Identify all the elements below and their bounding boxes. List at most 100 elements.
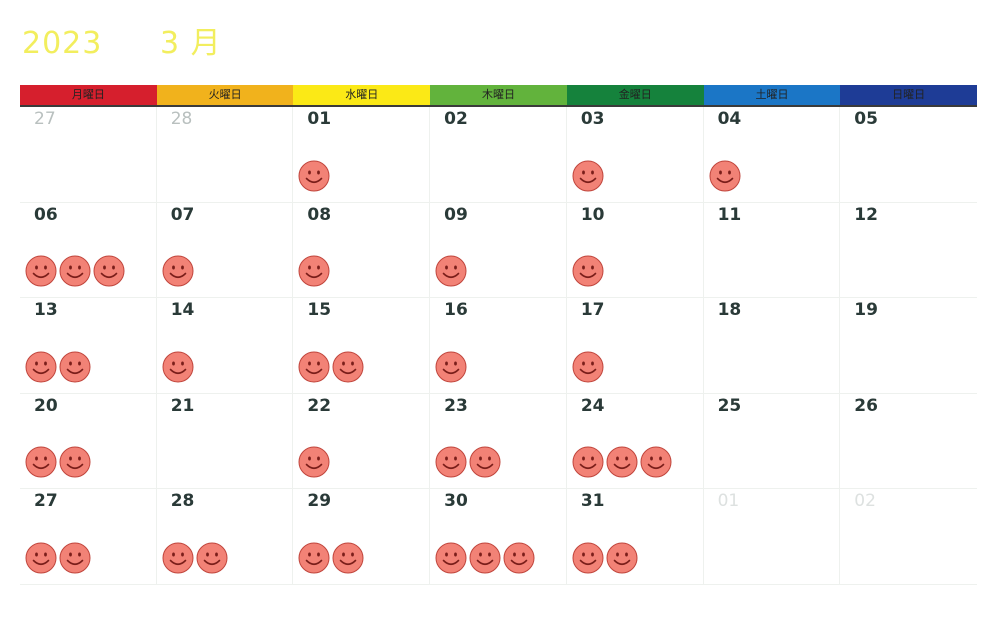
day-cell[interactable]: 10 — [566, 202, 704, 299]
day-cell[interactable]: 24 — [566, 393, 704, 490]
smiley-face-icon — [298, 255, 330, 287]
sticker-group — [25, 351, 91, 383]
smiley-face-icon — [709, 160, 741, 192]
day-number: 02 — [854, 491, 876, 512]
day-number: 26 — [854, 395, 878, 416]
day-cell[interactable]: 02 — [430, 107, 567, 203]
day-number: 19 — [854, 300, 878, 321]
sticker-group — [298, 255, 330, 287]
day-number: 04 — [717, 109, 742, 129]
day-cell[interactable]: 09 — [430, 202, 567, 299]
smiley-face-icon — [59, 446, 91, 478]
smiley-face-icon — [25, 542, 57, 574]
day-cell[interactable]: 23 — [430, 393, 567, 490]
smiley-face-icon — [162, 351, 194, 383]
weekday-label: 木曜日 — [430, 85, 567, 105]
day-cell[interactable]: 06 — [20, 202, 157, 299]
sticker-group — [25, 446, 91, 478]
day-number: 15 — [307, 300, 332, 321]
smiley-face-icon — [298, 542, 330, 574]
day-cell[interactable]: 30 — [430, 489, 567, 585]
smiley-face-icon — [332, 542, 364, 574]
day-cell[interactable]: 02 — [840, 489, 977, 585]
day-cell[interactable]: 26 — [840, 394, 977, 490]
day-number: 07 — [170, 204, 195, 225]
day-cell[interactable]: 16 — [430, 298, 567, 394]
day-cell[interactable]: 19 — [840, 298, 977, 394]
weekday-header: 月曜日 火曜日 水曜日 木曜日 金曜日 土曜日 日曜日 — [20, 85, 978, 107]
day-number: 09 — [444, 204, 468, 225]
sticker-group — [298, 542, 364, 574]
day-number: 31 — [580, 491, 605, 512]
smiley-face-icon — [572, 446, 604, 478]
day-number: 11 — [717, 204, 742, 225]
day-cell[interactable]: 01 — [703, 489, 841, 585]
day-cell[interactable]: 20 — [20, 393, 157, 490]
day-cell[interactable]: 28 — [156, 489, 294, 585]
year-label: 2023 — [22, 26, 103, 61]
sticker-group — [298, 351, 364, 383]
smiley-face-icon — [25, 446, 57, 478]
day-cell[interactable]: 31 — [566, 489, 704, 585]
smiley-face-icon — [25, 255, 57, 287]
smiley-face-icon — [59, 351, 91, 383]
smiley-face-icon — [162, 542, 194, 574]
day-cell[interactable]: 03 — [566, 107, 704, 203]
day-cell[interactable]: 05 — [840, 107, 977, 203]
day-cell[interactable]: 13 — [20, 298, 157, 394]
day-number: 24 — [580, 395, 605, 416]
day-cell[interactable]: 08 — [293, 202, 431, 299]
day-cell[interactable]: 28 — [156, 107, 294, 203]
day-cell[interactable]: 17 — [566, 298, 704, 394]
day-number: 01 — [307, 109, 332, 129]
day-number: 05 — [854, 109, 878, 129]
day-cell[interactable]: 27 — [20, 489, 157, 585]
day-number: 27 — [34, 491, 58, 512]
weekday-label: 月曜日 — [20, 85, 157, 105]
day-cell[interactable]: 15 — [293, 298, 431, 394]
smiley-face-icon — [59, 255, 91, 287]
day-number: 12 — [854, 204, 878, 225]
day-number: 30 — [444, 491, 468, 512]
day-cell[interactable]: 14 — [156, 298, 294, 394]
day-cell[interactable]: 27 — [20, 107, 157, 203]
smiley-face-icon — [162, 255, 194, 287]
smiley-face-icon — [25, 351, 57, 383]
day-number: 01 — [717, 491, 740, 512]
day-cell[interactable]: 29 — [293, 489, 431, 585]
day-cell[interactable]: 01 — [293, 107, 431, 203]
day-cell[interactable]: 22 — [293, 393, 431, 490]
day-cell[interactable]: 12 — [840, 203, 977, 299]
day-cell[interactable]: 11 — [703, 202, 841, 299]
day-number: 28 — [170, 491, 195, 512]
sticker-group — [572, 542, 638, 574]
smiley-face-icon — [606, 542, 638, 574]
day-cell[interactable]: 04 — [703, 107, 841, 203]
day-cell[interactable]: 07 — [156, 202, 294, 299]
calendar-grid: 27 28 01 02 03 04 05 06 07 08 09 10 11 12 13 14 15 16 17 18… — [20, 107, 977, 585]
day-number: 18 — [717, 300, 742, 321]
day-number: 28 — [170, 109, 193, 129]
day-cell[interactable]: 21 — [156, 393, 294, 490]
smiley-face-icon — [298, 351, 330, 383]
sticker-group — [435, 255, 467, 287]
day-number: 20 — [34, 395, 58, 416]
sticker-group — [162, 255, 194, 287]
day-number: 21 — [170, 395, 195, 416]
smiley-face-icon — [606, 446, 638, 478]
sticker-group — [572, 446, 672, 478]
day-cell[interactable]: 18 — [703, 298, 841, 394]
day-number: 23 — [444, 395, 468, 416]
sticker-group — [435, 351, 467, 383]
smiley-face-icon — [435, 351, 467, 383]
day-cell[interactable]: 25 — [703, 393, 841, 490]
smiley-face-icon — [298, 446, 330, 478]
smiley-face-icon — [59, 542, 91, 574]
smiley-face-icon — [469, 446, 501, 478]
smiley-face-icon — [572, 542, 604, 574]
smiley-face-icon — [640, 446, 672, 478]
smiley-face-icon — [435, 542, 467, 574]
day-number: 17 — [580, 300, 605, 321]
sticker-group — [435, 446, 501, 478]
day-number: 06 — [34, 204, 58, 225]
